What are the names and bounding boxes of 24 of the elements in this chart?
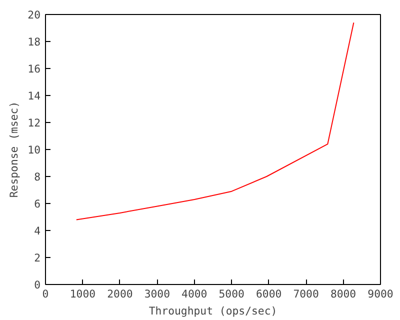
x-tick-label: 5000	[218, 288, 244, 300]
x-axis-title: Throughput (ops/sec)	[148, 304, 278, 318]
x-tick-label: 9000	[368, 288, 394, 300]
x-tick-label: 6000	[256, 288, 282, 300]
x-tick-label: 7000	[293, 288, 319, 300]
y-tick-label: 0	[34, 278, 41, 292]
x-tick-label: 4000	[182, 288, 208, 300]
y-tick-label: 6	[34, 198, 41, 210]
x-tick-label: 2000	[107, 288, 133, 300]
y-tick-label: 10	[28, 144, 41, 156]
y-tick-label: 8	[34, 170, 41, 184]
line-series	[76, 22, 354, 220]
y-tick-label: 4	[34, 224, 41, 238]
x-tick-label: 8000	[330, 288, 356, 300]
x-tick-label: 0	[42, 288, 49, 300]
y-tick-label: 20	[28, 8, 41, 22]
y-tick-label: 16	[28, 62, 41, 76]
y-axis-title: Response (msec)	[8, 101, 21, 198]
y-tick-label: 18	[28, 36, 41, 48]
y-tick-label: 14	[28, 90, 41, 102]
x-tick-label: 3000	[144, 288, 170, 300]
y-tick-label: 12	[28, 116, 41, 130]
y-tick-label: 2	[34, 252, 41, 264]
x-tick-label: 1000	[70, 288, 96, 300]
